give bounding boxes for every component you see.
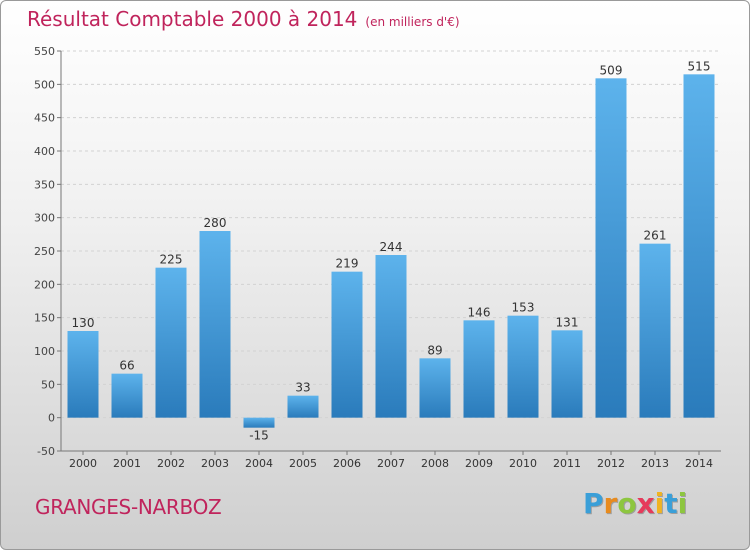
y-tick-label: 250 xyxy=(34,245,55,258)
logo-letter: t xyxy=(664,487,678,520)
y-tick-label: 300 xyxy=(34,212,55,225)
x-tick-label: 2013 xyxy=(641,457,669,470)
logo-letter: i xyxy=(677,487,688,520)
y-axis: -50 0 50 100 150 200 250 300 350 400 450 500 550 xyxy=(34,45,62,458)
bar-2008 xyxy=(419,358,451,418)
y-tick-label: 0 xyxy=(48,412,55,425)
bar-value-label: 219 xyxy=(336,257,359,271)
bar-2007 xyxy=(375,255,407,418)
bar-value-label: 280 xyxy=(204,216,227,230)
bar-2011 xyxy=(551,330,583,418)
y-tick-label: 550 xyxy=(34,45,55,58)
bar-2013 xyxy=(639,243,671,418)
bar-value-label: 131 xyxy=(556,315,579,329)
bar-value-label: 261 xyxy=(644,229,667,243)
bar-value-label: 515 xyxy=(688,59,711,73)
bar-value-label: 66 xyxy=(119,359,134,373)
bar-2009 xyxy=(463,320,495,418)
y-tick-label: 50 xyxy=(41,378,55,391)
bar-value-label: 130 xyxy=(72,316,95,330)
chart-subtitle: (en milliers d'€) xyxy=(365,15,460,29)
proxiti-logo[interactable]: Proxiti xyxy=(583,487,687,520)
chart-title: Résultat Comptable 2000 à 2014 (en millie… xyxy=(27,7,460,31)
title-text: Résultat Comptable 2000 à 2014 xyxy=(27,7,358,31)
logo-letter: o xyxy=(617,487,637,520)
y-tick-label: 150 xyxy=(34,312,55,325)
x-tick-label: 2005 xyxy=(289,457,317,470)
logo-letter: x xyxy=(636,487,655,520)
bar-2003 xyxy=(199,231,231,418)
bar-2002 xyxy=(155,267,187,418)
x-tick-label: 2012 xyxy=(597,457,625,470)
y-tick-label: 450 xyxy=(34,112,55,125)
bar-2005 xyxy=(287,395,319,418)
logo-letter: P xyxy=(583,487,604,520)
bar-value-label: 244 xyxy=(380,240,403,254)
y-tick-label: 500 xyxy=(34,78,55,91)
y-tick-label: -50 xyxy=(37,445,55,458)
commune-name: GRANGES-NARBOZ xyxy=(35,495,222,519)
y-tick-label: 350 xyxy=(34,178,55,191)
x-tick-label: 2002 xyxy=(157,457,185,470)
bar-value-label: 225 xyxy=(160,253,183,267)
bars: 130 66 225 280 -15 33 219 244 89 146 153 131 509 261 5… xyxy=(67,59,715,443)
y-tick-label: 400 xyxy=(34,145,55,158)
bar-value-label: 153 xyxy=(512,301,535,315)
y-tick-label: 200 xyxy=(34,278,55,291)
x-axis: 2000 2001 2002 2003 2004 2005 2006 2007 2008 2009… xyxy=(61,450,721,470)
x-tick-label: 2000 xyxy=(69,457,97,470)
bar-value-label: 89 xyxy=(427,343,442,357)
x-tick-label: 2014 xyxy=(685,457,713,470)
x-tick-label: 2008 xyxy=(421,457,449,470)
x-tick-label: 2009 xyxy=(465,457,493,470)
bar-2006 xyxy=(331,271,363,418)
bar-value-label: 509 xyxy=(600,63,623,77)
logo-letter: i xyxy=(654,487,665,520)
y-tick-label: 100 xyxy=(34,345,55,358)
bar-2010 xyxy=(507,315,539,418)
bar-value-label: -15 xyxy=(249,429,269,443)
x-tick-label: 2010 xyxy=(509,457,537,470)
x-tick-label: 2001 xyxy=(113,457,141,470)
x-tick-label: 2004 xyxy=(245,457,273,470)
bar-2004 xyxy=(243,417,275,428)
x-tick-label: 2003 xyxy=(201,457,229,470)
bar-2012 xyxy=(595,78,627,418)
logo-letter: r xyxy=(603,487,618,520)
bar-2014 xyxy=(683,74,715,418)
x-tick-label: 2006 xyxy=(333,457,361,470)
x-tick-label: 2007 xyxy=(377,457,405,470)
bar-2001 xyxy=(111,373,143,418)
bar-value-label: 33 xyxy=(295,381,310,395)
bar-2000 xyxy=(67,331,99,418)
x-tick-label: 2011 xyxy=(553,457,581,470)
bar-value-label: 146 xyxy=(468,305,491,319)
